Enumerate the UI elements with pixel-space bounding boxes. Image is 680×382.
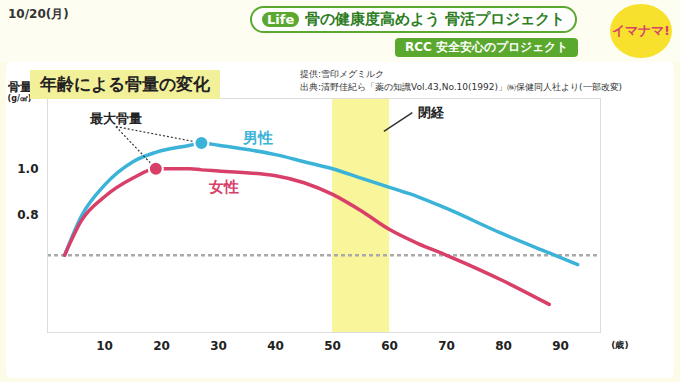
html-text:骨の健康度高めよう 骨活プロジェクト: 骨の健康度高めよう 骨活プロジェクト	[305, 10, 566, 28]
svg-text:男性: 男性	[242, 129, 273, 147]
svg-text:10: 10	[96, 339, 113, 353]
svg-text:(歳): (歳)	[611, 340, 628, 350]
svg-text:女性: 女性	[208, 178, 239, 196]
svg-text:70: 70	[438, 339, 455, 353]
html-text:RCC 安全安心のプロジェクト: RCC 安全安心のプロジェクト	[405, 40, 568, 54]
svg-text:1.0: 1.0	[17, 162, 38, 176]
svg-text:50: 50	[324, 339, 341, 353]
html-text:年齢による骨量の変化: 年齢による骨量の変化	[40, 74, 210, 94]
svg-text:最大骨量: 最大骨量	[89, 111, 142, 126]
html-text:提供:雪印メグミルク: 提供:雪印メグミルク	[300, 69, 384, 79]
svg-text:骨量: 骨量	[8, 80, 32, 94]
svg-text:閉経: 閉経	[418, 105, 445, 120]
html-text:出典:清野佳紀ら「薬の知識Vol.43,No.10(1992: 出典:清野佳紀ら「薬の知識Vol.43,No.10(1992)」㈱保健同人社より…	[300, 82, 622, 92]
svg-text:(g/㎠): (g/㎠)	[8, 94, 32, 103]
html-text:10/20(月): 10/20(月)	[8, 7, 69, 21]
html-text:イマナマ!: イマナマ!	[612, 23, 670, 38]
svg-text:30: 30	[210, 339, 227, 353]
svg-text:0.8: 0.8	[17, 208, 38, 222]
svg-text:90: 90	[552, 339, 569, 353]
html-text:Life: Life	[267, 12, 295, 27]
svg-text:40: 40	[267, 339, 284, 353]
svg-text:20: 20	[153, 339, 170, 353]
svg-text:60: 60	[381, 339, 398, 353]
svg-text:80: 80	[495, 339, 512, 353]
